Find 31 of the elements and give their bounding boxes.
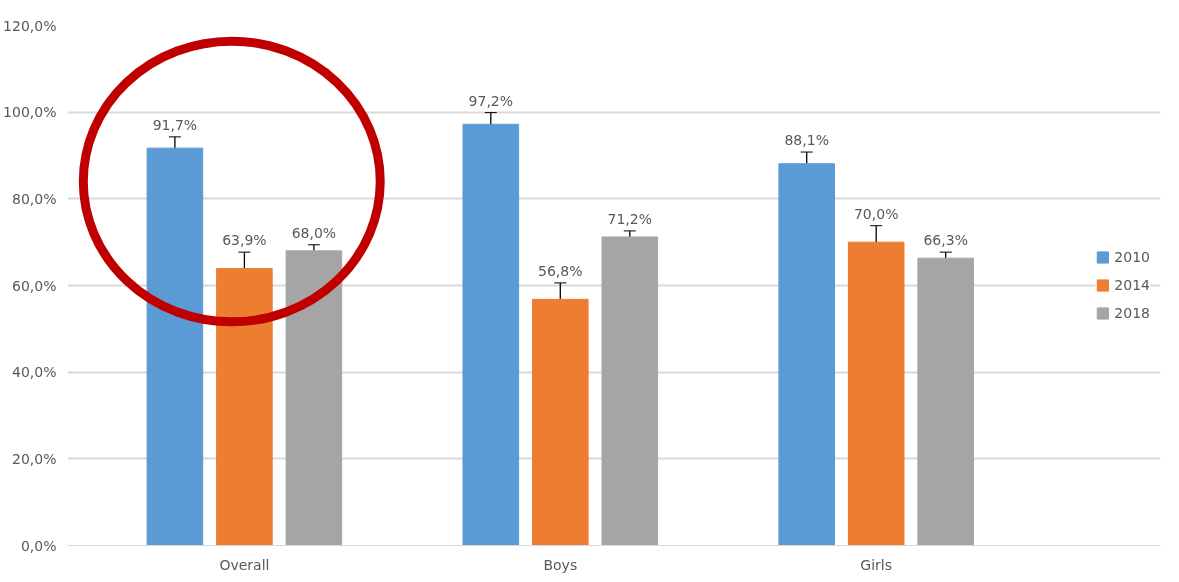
legend-label: 2014 <box>1114 277 1150 293</box>
data-label: 91,7% <box>152 116 198 133</box>
y-tick-label: 80,0% <box>12 190 57 207</box>
bar <box>285 250 343 546</box>
bar <box>462 123 520 546</box>
x-tick-label: Boys <box>543 556 578 573</box>
bar <box>917 257 974 546</box>
y-tick-label: 60,0% <box>12 277 57 294</box>
bar <box>847 241 905 546</box>
bar <box>216 268 273 546</box>
data-label: 70,0% <box>853 205 899 222</box>
y-tick-label: 100,0% <box>3 104 57 121</box>
bar <box>146 147 204 546</box>
x-tick-label: Overall <box>219 556 270 573</box>
legend-label: 2010 <box>1114 249 1150 265</box>
data-label: 66,3% <box>923 232 968 249</box>
bar <box>601 236 659 546</box>
x-tick-label: Girls <box>860 556 893 573</box>
bar <box>532 298 589 546</box>
y-tick-label: 0,0% <box>20 537 57 554</box>
legend-label: 2018 <box>1114 305 1150 321</box>
data-label: 68,0% <box>291 224 337 241</box>
data-label: 63,9% <box>222 232 267 249</box>
y-tick-label: 20,0% <box>12 450 57 467</box>
y-tick-label: 40,0% <box>12 364 57 381</box>
data-label: 56,8% <box>538 262 583 279</box>
y-tick-label: 120,0% <box>3 17 57 34</box>
data-label: 71,2% <box>607 210 653 227</box>
data-label: 88,1% <box>784 132 829 149</box>
bar <box>778 163 835 546</box>
data-label: 97,2% <box>468 92 514 109</box>
